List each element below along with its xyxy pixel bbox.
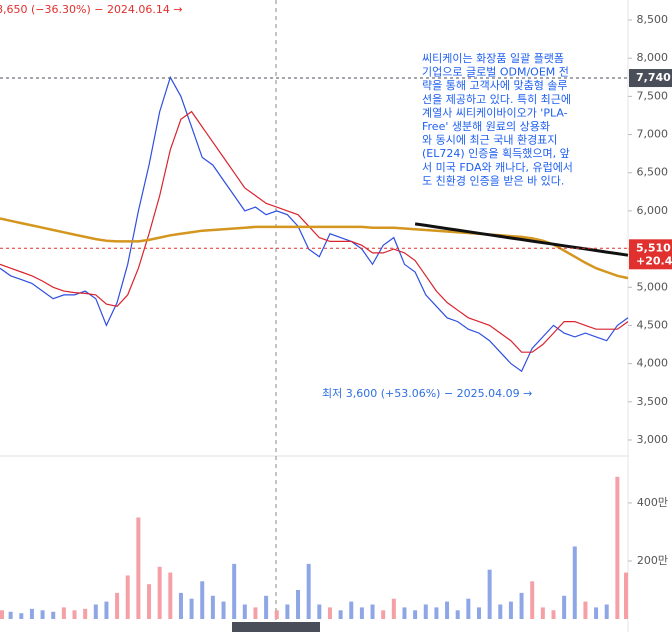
volume-bar [93,604,98,619]
volume-bar [370,604,375,619]
volume-bar [540,607,545,619]
note-line: (EL724) 인증을 획득했으며, 앞 [422,147,570,160]
volume-bar [147,584,152,619]
volume-bar [498,604,503,619]
volume-bar [434,607,439,619]
y-tick-label: 4,000 [637,357,669,370]
price-change: +20.44 [636,254,672,267]
y-tick-label: 6,000 [637,204,669,217]
volume-bar [327,607,332,619]
volume-bar [115,592,120,619]
high-annotation: 8,650 (−36.30%) − 2024.06.14 → [0,3,183,16]
y-tick-label: 3,000 [637,433,669,446]
price-line [0,217,629,280]
note-line: 략을 통해 고객사에 맞춤형 솔루 [422,78,568,92]
note-line: 기업으로 글로벌 ODM/OEM 전 [422,66,569,79]
volume-bar [83,608,88,619]
volume-bar [476,607,481,619]
price-line [0,110,629,353]
volume-bar [178,592,183,619]
note-line: 씨티케이는 화장품 일괄 플랫폼 [422,51,564,65]
y-tick-label: 5,000 [637,280,669,293]
volume-bar [519,592,524,619]
volume-bar [157,566,162,619]
volume-bar [242,604,247,619]
y-tick-label: 7,000 [637,128,669,141]
volume-bar [338,610,343,619]
volume-bar [391,598,396,619]
volume-bar [413,610,418,619]
volume-bar [232,563,237,619]
volume-bar [445,601,450,619]
volume-bar [221,601,226,619]
volume-bar [40,610,45,619]
y-tick-label: 3,500 [637,395,669,408]
volume-bar [583,601,588,619]
volume-bar [104,601,109,619]
note-line: 션을 제공하고 있다. 특히 최근에 [422,92,571,106]
y-tick-label: 6,500 [637,166,669,179]
y-tick-label: 200만 [637,554,668,567]
volume-bar [264,595,269,619]
volume-bar [615,476,620,619]
volume-bar [19,613,24,619]
price-label: 7,740 [636,71,671,84]
volume-bar [125,575,130,619]
volume-bar [189,598,194,619]
y-tick-label: 4,500 [637,318,669,331]
volume-bar [487,569,492,619]
volume-bar [8,611,13,619]
volume-bar [168,572,173,619]
crosshair-date-box [232,622,320,632]
price-label-box [629,239,672,270]
volume-bar [381,610,386,619]
volume-bar [562,595,567,619]
volume-bar [136,517,141,619]
note-line: 와 동시에 최근 국내 환경표지 [422,134,557,147]
volume-bar [306,563,311,619]
note-line: 서 미국 FDA와 캐나다, 유럽에서 [422,160,573,174]
volume-bar [29,608,34,619]
volume-bar [508,601,513,619]
volume-bar [604,604,609,619]
volume-bar [624,572,628,619]
y-tick-label: 7,500 [637,89,669,102]
volume-bar [51,611,56,619]
volume-bar [274,610,279,619]
volume-bar [551,610,556,619]
volume-bar [466,598,471,619]
volume-bar [530,581,535,619]
volume-bar [349,601,354,619]
volume-bar [210,595,215,619]
volume-bar [0,610,4,619]
volume-bar [61,607,66,619]
note-line: 계열사 씨티케이바이오가 'PLA- [422,106,568,119]
price-line [0,75,629,373]
volume-bar [200,581,205,619]
volume-bar [253,607,258,619]
volume-bar [572,546,577,619]
volume-bar [285,604,290,619]
volume-bar [72,610,77,619]
volume-bar [317,604,322,619]
volume-bar [594,607,599,619]
low-annotation: 최저 3,600 (+53.06%) − 2025.04.09 → [322,387,532,400]
volume-bar [455,610,460,619]
volume-bar [296,589,301,619]
volume-bar [402,607,407,619]
price-label-box [629,69,672,88]
price-label: 5,510 [636,241,671,254]
note-line: 도 친환경 인증을 받은 바 있다. [422,174,564,187]
note-line: Free' 생분해 원료의 상용화 [422,119,550,133]
y-tick-label: 8,500 [637,13,669,26]
volume-bar [423,604,428,619]
volume-bar [359,607,364,619]
y-tick-label: 8,000 [637,51,669,64]
y-tick-label: 400만 [637,496,668,509]
price-line [414,222,629,257]
